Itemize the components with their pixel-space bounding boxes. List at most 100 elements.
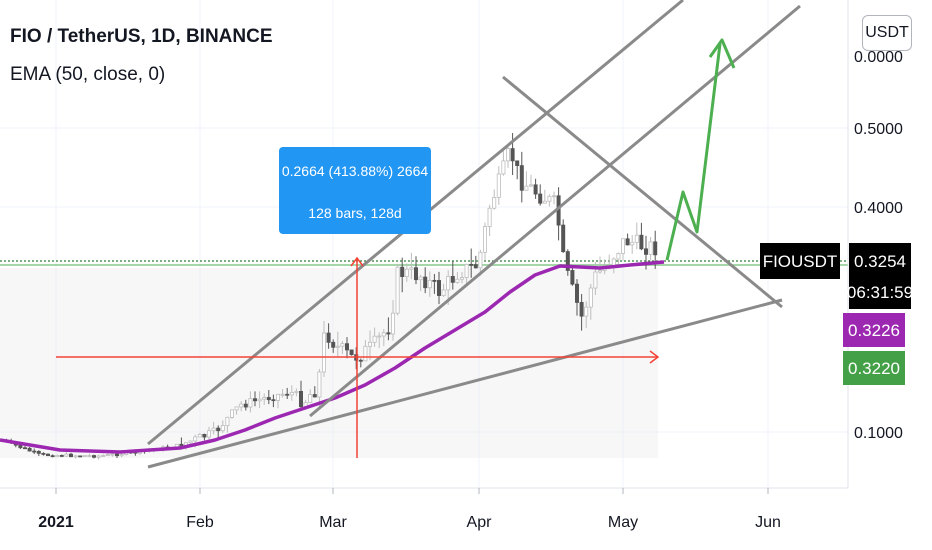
candle-body [41, 452, 46, 455]
candle-body [588, 287, 593, 308]
candle-body [482, 226, 487, 253]
measure-tooltip: 0.2664 (413.88%) 2664 128 bars, 128d [279, 147, 431, 234]
candle-body [326, 332, 331, 343]
candle-body [496, 173, 501, 198]
candle-body [372, 335, 377, 343]
candle-body [404, 268, 409, 278]
indicator-legend[interactable]: EMA (50, close, 0) [10, 64, 166, 85]
candle-body [193, 436, 198, 442]
candle-body [105, 454, 110, 456]
candle-body [505, 148, 510, 162]
symbol-tag-text: FIOUSDT [763, 252, 838, 271]
candle-body [561, 224, 566, 253]
candle-body [441, 289, 446, 296]
candle-body [46, 453, 51, 457]
time-tick-label: Apr [467, 514, 493, 531]
currency-button[interactable]: USDT [862, 15, 912, 51]
candle-body [211, 427, 216, 432]
candle-body [464, 263, 469, 278]
time-axis[interactable]: 2021 Feb Mar Apr May Jun [38, 488, 781, 531]
candle-body [225, 416, 230, 426]
measure-shaded-area [0, 268, 658, 458]
candle-body [630, 241, 635, 246]
candle-body [275, 393, 280, 401]
projection-arrowhead [708, 38, 736, 69]
candle-body [78, 455, 83, 458]
candle-body [409, 267, 414, 270]
candle-body [312, 394, 317, 398]
measure-bars: 128 bars, 128d [308, 205, 402, 221]
candle-body [234, 406, 239, 411]
candle-body [413, 267, 418, 281]
candle-body [579, 302, 584, 317]
candle-body [395, 266, 400, 314]
projection-arrow [665, 38, 736, 261]
candle-body [377, 335, 382, 338]
candle-body [621, 238, 626, 254]
candle-body [349, 349, 354, 356]
candle-body [653, 241, 658, 256]
candle-body [197, 433, 202, 438]
candle-body [87, 455, 92, 457]
time-tick-label: Jun [755, 514, 781, 531]
candle-body [455, 278, 460, 283]
price-tick-label: 0.5000 [854, 121, 903, 138]
chart-title: FIO / TetherUS, 1D, BINANCE [10, 26, 273, 47]
candle-body [400, 266, 405, 278]
candle-body [552, 195, 557, 198]
candle-body [101, 455, 106, 457]
candle-body [59, 455, 64, 457]
candle-body [82, 455, 87, 457]
candle-body [644, 248, 649, 255]
candle-body [321, 332, 326, 373]
candle-body [367, 341, 372, 347]
candle-body [584, 306, 589, 317]
candle-body [280, 393, 285, 396]
candle-body [257, 398, 262, 402]
candle-body [432, 279, 437, 282]
candle-body [436, 280, 441, 296]
candle-body [92, 455, 97, 458]
level-price-tag [843, 351, 905, 385]
ema-line [0, 260, 665, 454]
candle-body [96, 455, 101, 458]
candle-body [390, 312, 395, 335]
candle-body [510, 148, 515, 162]
symbol-tag [760, 243, 840, 279]
candle-body [570, 270, 575, 285]
candle-body [381, 332, 386, 337]
candle-body [289, 392, 294, 396]
last-price-tag [849, 243, 911, 309]
candle-body [423, 276, 428, 289]
time-tick-label: 2021 [38, 514, 74, 531]
candle-body [271, 399, 276, 402]
candle-body [243, 403, 248, 408]
price-tick-label-partial: 0.0000 [854, 49, 903, 66]
candle-body [344, 343, 349, 351]
measure-lines [56, 256, 660, 458]
candle-body [110, 453, 115, 456]
candle-body [69, 453, 74, 458]
candle-body [216, 427, 221, 432]
candle-body [519, 165, 524, 191]
candle-body [308, 394, 313, 403]
candle-body [542, 200, 547, 204]
measure-vertical-arrowhead [350, 256, 364, 267]
candle-body [229, 409, 234, 418]
level-price-text: 0.3220 [848, 359, 900, 378]
candle-body [598, 270, 603, 273]
candle-body [533, 184, 538, 195]
candle-body [473, 264, 478, 269]
candle-body [252, 398, 257, 402]
candle-body [285, 393, 290, 396]
price-axis[interactable]: 0.1000 0.4000 0.5000 0.0000 [854, 49, 903, 442]
candle-body [538, 193, 543, 204]
price-tick-label: 0.4000 [854, 200, 903, 217]
candle-body [358, 359, 363, 362]
candle-body [73, 455, 78, 458]
candle-body [575, 283, 580, 303]
candle-body [202, 433, 207, 438]
candle-body [331, 341, 336, 348]
candle-body [547, 195, 552, 202]
